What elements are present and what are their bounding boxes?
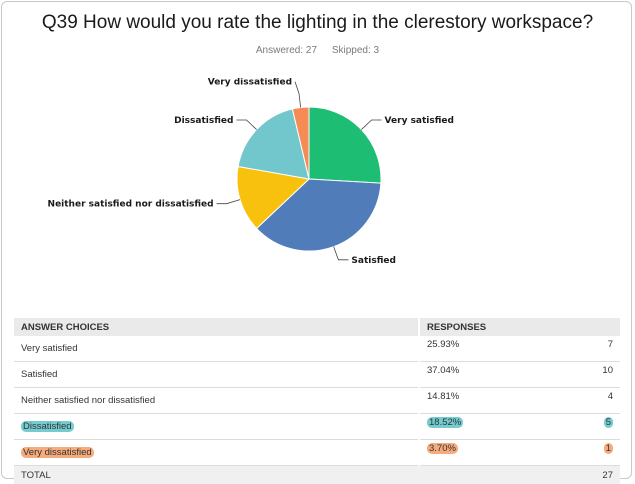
answer-choice-label: Dissatisfied: [21, 421, 74, 432]
response-stats: Answered: 27 Skipped: 3: [0, 45, 635, 56]
pie-slice: [309, 107, 381, 183]
answered-count: Answered: 27: [256, 45, 317, 56]
response-count-cell: 4: [584, 388, 620, 414]
slice-label: Satisfied: [351, 256, 396, 266]
leader-line: [334, 247, 349, 260]
answer-choice-cell: Neither satisfied nor dissatisfied: [14, 388, 419, 414]
response-percent: 37.04%: [427, 365, 459, 376]
leader-line: [361, 120, 381, 130]
slice-label: Very dissatisfied: [208, 78, 292, 88]
response-percent-cell: 37.04%: [419, 362, 584, 388]
table-row: Very satisfied 25.93% 7: [14, 336, 620, 362]
question-title: Q39 How would you rate the lighting in t…: [0, 12, 635, 34]
response-count: 1: [604, 443, 613, 454]
table-row: Satisfied 37.04% 10: [14, 362, 620, 388]
leader-line: [236, 120, 256, 130]
response-percent: 14.81%: [427, 391, 459, 402]
answer-choice-label: Very satisfied: [21, 343, 78, 354]
response-count: 5: [604, 417, 613, 428]
response-percent-cell: 14.81%: [419, 388, 584, 414]
response-count: 4: [608, 391, 613, 402]
header-answer-choices: ANSWER CHOICES: [14, 318, 419, 336]
skipped-count: Skipped: 3: [332, 45, 379, 56]
answer-choice-cell: Very dissatisfied: [14, 440, 419, 466]
answer-choice-cell: Very satisfied: [14, 336, 419, 362]
table-row: Very dissatisfied 3.70% 1: [14, 440, 620, 466]
total-empty-cell: [419, 466, 584, 484]
response-count-cell: 10: [584, 362, 620, 388]
response-count: 10: [602, 365, 613, 376]
answer-choice-cell: Dissatisfied: [14, 414, 419, 440]
response-percent-cell: 25.93%: [419, 336, 584, 362]
total-count: 27: [584, 466, 620, 484]
slice-label: Very satisfied: [385, 116, 454, 126]
answer-choice-label: Very dissatisfied: [21, 447, 94, 458]
answer-choice-label: Neither satisfied nor dissatisfied: [21, 395, 155, 406]
response-percent-cell: 3.70%: [419, 440, 584, 466]
response-count-cell: 1: [584, 440, 620, 466]
total-row: TOTAL 27: [14, 466, 620, 484]
answer-choice-cell: Satisfied: [14, 362, 419, 388]
pie-chart: Very satisfied Satisfied Neither satisfied…: [0, 78, 635, 303]
response-percent-cell: 18.52%: [419, 414, 584, 440]
answer-choice-label: Satisfied: [21, 369, 57, 380]
total-label: TOTAL: [14, 466, 419, 484]
header-responses: RESPONSES: [419, 318, 584, 336]
response-count: 7: [608, 339, 613, 350]
response-count-cell: 5: [584, 414, 620, 440]
slice-label: Dissatisfied: [174, 116, 233, 126]
table-row: Dissatisfied 18.52% 5: [14, 414, 620, 440]
response-percent: 18.52%: [427, 417, 463, 428]
header-count: [584, 318, 620, 336]
table-row: Neither satisfied nor dissatisfied 14.81%…: [14, 388, 620, 414]
response-count-cell: 7: [584, 336, 620, 362]
slice-label: Neither satisfied nor dissatisfied: [48, 200, 214, 210]
table-header-row: ANSWER CHOICES RESPONSES: [14, 318, 620, 336]
response-percent: 25.93%: [427, 339, 459, 350]
response-percent: 3.70%: [427, 443, 458, 454]
answer-table: ANSWER CHOICES RESPONSES Very satisfied 2…: [14, 318, 620, 484]
leader-line: [295, 82, 301, 108]
leader-line: [217, 200, 240, 204]
